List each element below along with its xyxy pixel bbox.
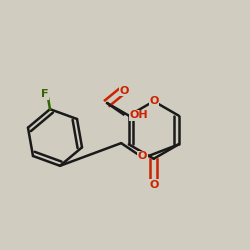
Text: O: O [119, 86, 129, 96]
Text: O: O [149, 96, 158, 106]
Text: F: F [41, 90, 48, 100]
Text: OH: OH [130, 110, 148, 120]
Text: O: O [149, 180, 158, 190]
Text: O: O [138, 151, 147, 161]
